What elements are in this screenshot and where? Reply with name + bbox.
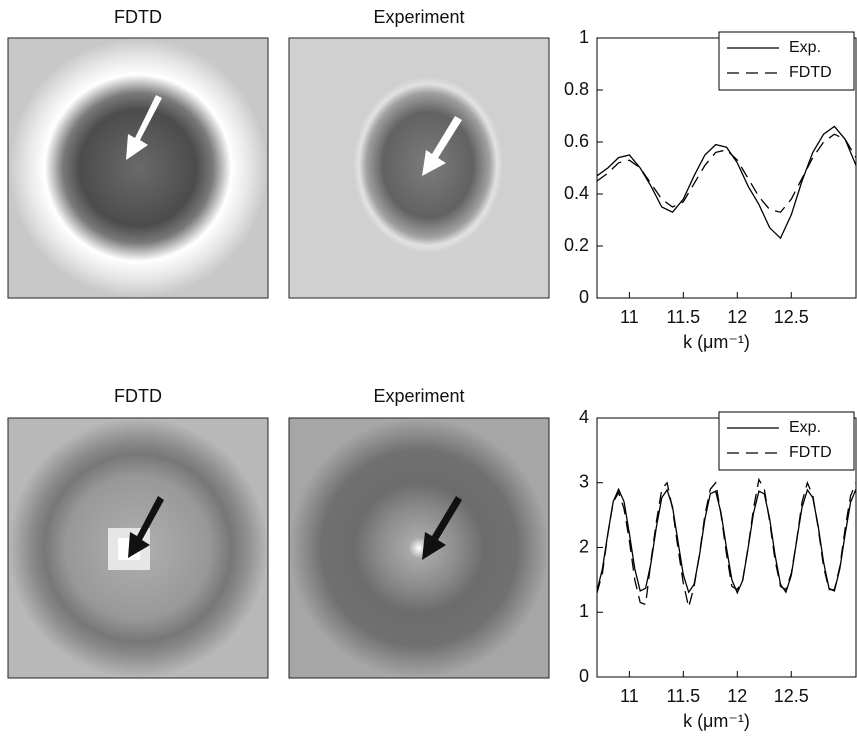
data-line [597,477,856,608]
x-axis-label: k (μm⁻¹) [683,332,750,352]
x-tick-label: 12 [727,307,747,327]
y-tick-label: 0 [579,666,589,686]
legend-label: FDTD [789,444,832,461]
data-line [597,487,856,595]
panel-title: FDTD [114,7,162,27]
image-panel [288,417,550,679]
y-tick-label: 0.4 [564,183,589,203]
x-tick-label: 12.5 [774,307,809,327]
image-panel [7,417,269,679]
y-tick-label: 0.8 [564,79,589,99]
x-tick-label: 12 [727,686,747,706]
x-tick-label: 11.5 [666,686,700,706]
legend-label: Exp. [789,419,821,436]
y-tick-label: 0.2 [564,235,589,255]
legend-label: FDTD [789,64,832,81]
image-panel [288,37,550,299]
panel-title: FDTD [114,386,162,406]
x-tick-label: 11 [620,307,639,327]
legend-label: Exp. [789,39,821,56]
y-tick-label: 1 [579,601,589,621]
y-tick-label: 1 [579,27,589,47]
x-tick-label: 11 [620,686,639,706]
data-line [597,125,856,240]
y-tick-label: 2 [579,536,589,556]
x-tick-label: 11.5 [666,307,700,327]
y-tick-label: 4 [579,407,589,427]
legend-box [718,31,855,91]
legend-box [718,411,855,471]
image-panel [7,37,269,299]
y-tick-label: 3 [579,472,589,492]
y-tick-label: 0.6 [564,131,589,151]
x-axis-label: k (μm⁻¹) [683,711,750,731]
x-tick-label: 12.5 [774,686,809,706]
y-tick-label: 0 [579,287,589,307]
panel-title: Experiment [373,7,464,27]
panel-title: Experiment [373,386,464,406]
